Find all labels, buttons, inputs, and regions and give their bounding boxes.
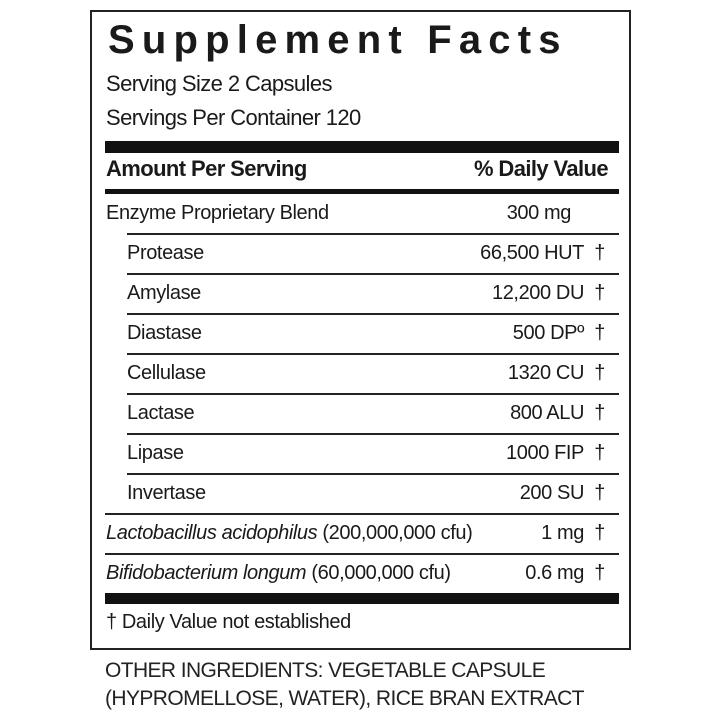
- thick-divider: [105, 141, 619, 153]
- enzyme-amount: 1000 FIP: [506, 442, 584, 464]
- footnote: † Daily Value not established: [106, 611, 351, 633]
- amount-per-serving-header: Amount Per Serving: [106, 156, 307, 181]
- enzyme-amount: 1320 CU: [507, 362, 585, 384]
- enzyme-row: Protease 66,500 HUT †: [92, 233, 629, 273]
- dagger-mark: †: [594, 442, 605, 464]
- row-divider: [127, 393, 619, 395]
- enzyme-amount: 800 ALU: [510, 402, 584, 424]
- probiotic-cfu: (60,000,000 cfu): [306, 562, 451, 584]
- dagger-mark: †: [594, 362, 605, 384]
- enzyme-name: Lipase: [127, 442, 184, 464]
- dagger-mark: †: [594, 562, 605, 584]
- blend-row: Enzyme Proprietary Blend 300 mg: [92, 193, 629, 233]
- row-divider: [105, 513, 619, 515]
- probiotic-name: Bifidobacterium longum: [106, 562, 307, 584]
- other-ingredients: OTHER INGREDIENTS: VEGETABLE CAPSULE (HY…: [105, 657, 585, 713]
- thick-divider: [105, 593, 619, 604]
- probiotic-row: Lactobacillus acidophilus (200,000,000 c…: [92, 513, 629, 553]
- daily-value-header: % Daily Value: [473, 156, 609, 181]
- dagger-mark: †: [594, 282, 605, 304]
- enzyme-name: Invertase: [127, 482, 206, 504]
- probiotic-amount: 0.6 mg: [525, 562, 584, 584]
- panel-title: Supplement Facts: [108, 18, 568, 62]
- enzyme-row: Invertase 200 SU †: [92, 473, 629, 513]
- enzyme-amount: 12,200 DU: [491, 282, 584, 304]
- dagger-mark: †: [594, 522, 605, 544]
- enzyme-name: Protease: [127, 242, 204, 264]
- servings-per-container: Servings Per Container 120: [106, 105, 361, 130]
- probiotic-amount: 1 mg: [541, 522, 584, 544]
- dagger-mark: †: [594, 242, 605, 264]
- row-divider: [127, 353, 619, 355]
- dagger-mark: †: [594, 482, 605, 504]
- enzyme-name: Lactase: [127, 402, 195, 424]
- medium-divider: [105, 189, 619, 194]
- enzyme-row: Diastase 500 DPº †: [92, 313, 629, 353]
- enzyme-name: Cellulase: [127, 362, 206, 384]
- probiotic-cfu: (200,000,000 cfu): [317, 522, 473, 544]
- blend-amount: 300 mg: [506, 202, 572, 224]
- enzyme-name: Amylase: [127, 282, 201, 304]
- other-ingredients-line: OTHER INGREDIENTS: VEGETABLE CAPSULE: [105, 659, 546, 682]
- enzyme-amount: 500 DPº: [512, 322, 585, 344]
- row-divider: [127, 233, 619, 235]
- row-divider: [127, 473, 619, 475]
- row-divider: [127, 433, 619, 435]
- dagger-mark: †: [594, 402, 605, 424]
- row-divider: [127, 313, 619, 315]
- enzyme-row: Amylase 12,200 DU †: [92, 273, 629, 313]
- probiotic-name: Lactobacillus acidophilus: [106, 522, 318, 544]
- enzyme-name: Diastase: [127, 322, 202, 344]
- probiotic-row: Bifidobacterium longum (60,000,000 cfu) …: [92, 553, 629, 593]
- other-ingredients-line: (HYPROMELLOSE, WATER), RICE BRAN EXTRACT: [105, 687, 585, 710]
- enzyme-amount: 66,500 HUT: [480, 242, 584, 264]
- supplement-facts-panel: Supplement Facts Serving Size 2 Capsules…: [90, 10, 631, 650]
- dagger-mark: †: [594, 322, 605, 344]
- blend-name: Enzyme Proprietary Blend: [106, 202, 329, 224]
- row-divider: [127, 273, 619, 275]
- serving-size: Serving Size 2 Capsules: [106, 71, 332, 96]
- row-divider: [105, 553, 619, 555]
- enzyme-row: Lipase 1000 FIP †: [92, 433, 629, 473]
- enzyme-row: Cellulase 1320 CU †: [92, 353, 629, 393]
- enzyme-amount: 200 SU: [519, 482, 585, 504]
- enzyme-row: Lactase 800 ALU †: [92, 393, 629, 433]
